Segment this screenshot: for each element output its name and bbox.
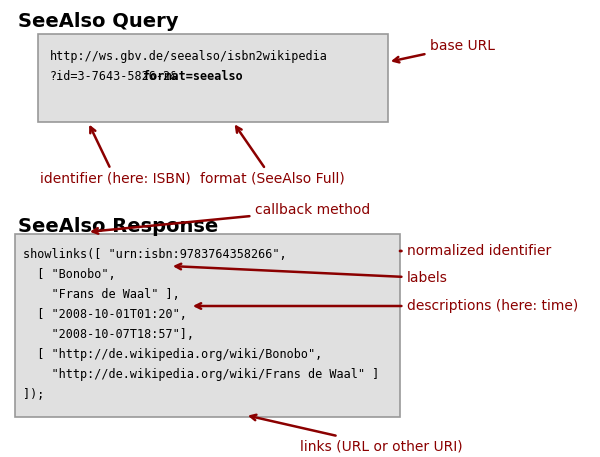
Text: callback method: callback method xyxy=(92,203,370,234)
Text: http://ws.gbv.de/seealso/isbn2wikipedia: http://ws.gbv.de/seealso/isbn2wikipedia xyxy=(50,50,328,63)
Text: [ "2008-10-01T01:20",: [ "2008-10-01T01:20", xyxy=(23,308,187,321)
Text: base URL: base URL xyxy=(394,39,495,62)
Text: ]);: ]); xyxy=(23,388,44,401)
FancyBboxPatch shape xyxy=(38,34,388,122)
Text: format=seealso: format=seealso xyxy=(143,70,242,83)
Text: [ "Bonobo",: [ "Bonobo", xyxy=(23,268,116,281)
Text: ?id=3-7643-5826-2&: ?id=3-7643-5826-2& xyxy=(50,70,178,83)
Text: showlinks([ "urn:isbn:9783764358266",: showlinks([ "urn:isbn:9783764358266", xyxy=(23,248,287,261)
Text: identifier (here: ISBN): identifier (here: ISBN) xyxy=(40,127,191,186)
Text: "Frans de Waal" ],: "Frans de Waal" ], xyxy=(23,288,180,301)
Text: [ "http://de.wikipedia.org/wiki/Bonobo",: [ "http://de.wikipedia.org/wiki/Bonobo", xyxy=(23,348,322,361)
Text: normalized identifier: normalized identifier xyxy=(400,244,551,258)
Text: labels: labels xyxy=(176,264,448,285)
Text: "2008-10-07T18:57"],: "2008-10-07T18:57"], xyxy=(23,328,194,341)
Text: format (SeeAlso Full): format (SeeAlso Full) xyxy=(200,127,345,186)
FancyBboxPatch shape xyxy=(15,234,400,417)
Text: descriptions (here: time): descriptions (here: time) xyxy=(196,299,578,313)
Text: SeeAlso Response: SeeAlso Response xyxy=(18,217,218,236)
Text: "http://de.wikipedia.org/wiki/Frans de Waal" ]: "http://de.wikipedia.org/wiki/Frans de W… xyxy=(23,368,379,381)
Text: SeeAlso Query: SeeAlso Query xyxy=(18,12,179,31)
Text: links (URL or other URI): links (URL or other URI) xyxy=(250,415,463,453)
